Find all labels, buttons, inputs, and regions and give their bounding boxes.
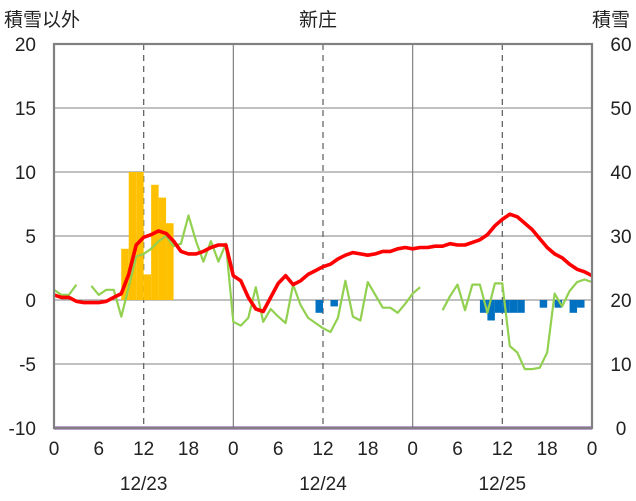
right-tick-label: 50 xyxy=(610,99,631,120)
left-axis-title: 積雪以外 xyxy=(4,9,80,31)
right-tick-label: 30 xyxy=(610,227,631,248)
plot-frame xyxy=(52,42,594,430)
right-tick-label: 10 xyxy=(610,355,631,376)
day-label: 12/24 xyxy=(299,474,347,495)
x-tick-label: 0 xyxy=(228,439,239,460)
left-tick-label: 5 xyxy=(25,227,36,248)
x-tick-label: 0 xyxy=(407,439,418,460)
snowfall-bar xyxy=(158,197,167,300)
x-tick-label: 12 xyxy=(133,439,154,460)
snow-change-bar xyxy=(487,300,495,321)
x-tick-label: 0 xyxy=(587,439,598,460)
x-tick-label: 6 xyxy=(273,439,284,460)
snow-change-bar xyxy=(509,300,518,313)
x-tick-label: 12 xyxy=(492,439,513,460)
snowfall-bar xyxy=(121,248,129,300)
x-tick-label: 18 xyxy=(357,439,378,460)
temperature-line xyxy=(441,278,593,371)
snow-change-bar xyxy=(569,300,578,313)
day-label: 12/23 xyxy=(120,474,168,495)
snow-change-bar xyxy=(554,300,563,308)
right-tick-label: 60 xyxy=(610,35,631,56)
left-tick-label: 10 xyxy=(15,163,36,184)
right-tick-label: 40 xyxy=(610,163,631,184)
chart-title: 新庄 xyxy=(299,9,337,31)
snow-change-bar xyxy=(517,300,525,313)
day-label: 12/25 xyxy=(479,474,527,495)
snowfall-bar xyxy=(166,223,174,300)
snow-change-bar xyxy=(315,300,323,313)
x-tick-label: 18 xyxy=(178,439,199,460)
right-tick-label: 0 xyxy=(616,419,627,440)
right-axis-title: 積雪 xyxy=(592,9,630,31)
left-tick-label: -10 xyxy=(9,419,36,440)
x-tick-label: 6 xyxy=(452,439,463,460)
left-tick-label: 20 xyxy=(15,35,36,56)
left-tick-label: 0 xyxy=(25,291,36,312)
snowfall-bar xyxy=(136,172,144,300)
snow-change-bar xyxy=(577,300,585,308)
snowfall-bar xyxy=(143,274,152,300)
snow-depth-line xyxy=(53,212,593,314)
temperature-line xyxy=(90,214,421,334)
snow-change-bar xyxy=(494,300,503,313)
x-tick-label: 18 xyxy=(537,439,558,460)
snow-change-bar xyxy=(539,300,548,308)
x-tick-label: 0 xyxy=(49,439,60,460)
left-tick-label: 15 xyxy=(15,99,36,120)
temperature-line xyxy=(53,283,78,296)
snow-change-bar xyxy=(330,300,338,307)
right-tick-label: 20 xyxy=(610,291,631,312)
x-tick-label: 12 xyxy=(312,439,333,460)
snow-change-bar xyxy=(479,300,488,313)
snowfall-bar xyxy=(151,184,159,300)
x-tick-label: 6 xyxy=(94,439,105,460)
left-tick-label: -5 xyxy=(19,355,36,376)
snowfall-bar xyxy=(128,172,137,300)
